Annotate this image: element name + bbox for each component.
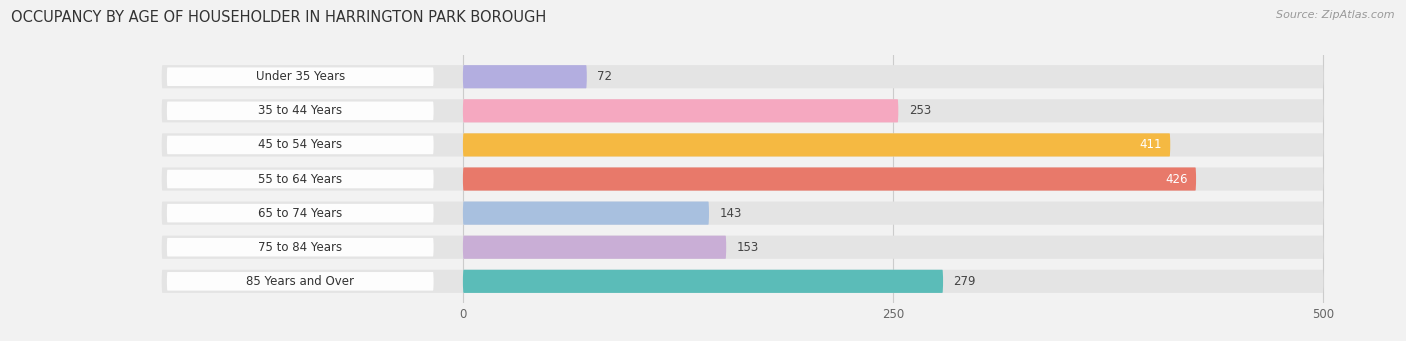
FancyBboxPatch shape — [463, 202, 709, 225]
FancyBboxPatch shape — [463, 167, 1197, 191]
Text: 279: 279 — [953, 275, 976, 288]
Text: 426: 426 — [1166, 173, 1188, 186]
Text: 55 to 64 Years: 55 to 64 Years — [259, 173, 342, 186]
Text: 65 to 74 Years: 65 to 74 Years — [259, 207, 343, 220]
Text: OCCUPANCY BY AGE OF HOUSEHOLDER IN HARRINGTON PARK BOROUGH: OCCUPANCY BY AGE OF HOUSEHOLDER IN HARRI… — [11, 10, 547, 25]
Text: 253: 253 — [908, 104, 931, 117]
FancyBboxPatch shape — [167, 170, 433, 188]
Text: 411: 411 — [1139, 138, 1161, 151]
FancyBboxPatch shape — [463, 236, 727, 259]
FancyBboxPatch shape — [167, 102, 433, 120]
Text: 153: 153 — [737, 241, 759, 254]
FancyBboxPatch shape — [463, 133, 1170, 157]
Text: 75 to 84 Years: 75 to 84 Years — [259, 241, 342, 254]
Text: Source: ZipAtlas.com: Source: ZipAtlas.com — [1277, 10, 1395, 20]
FancyBboxPatch shape — [162, 167, 1323, 191]
Text: 35 to 44 Years: 35 to 44 Years — [259, 104, 342, 117]
Text: 143: 143 — [720, 207, 742, 220]
FancyBboxPatch shape — [167, 238, 433, 256]
FancyBboxPatch shape — [162, 202, 1323, 225]
Text: Under 35 Years: Under 35 Years — [256, 70, 344, 83]
FancyBboxPatch shape — [162, 99, 1323, 122]
FancyBboxPatch shape — [167, 136, 433, 154]
FancyBboxPatch shape — [162, 65, 1323, 88]
FancyBboxPatch shape — [167, 272, 433, 291]
Text: 85 Years and Over: 85 Years and Over — [246, 275, 354, 288]
FancyBboxPatch shape — [162, 236, 1323, 259]
FancyBboxPatch shape — [162, 270, 1323, 293]
Text: 72: 72 — [598, 70, 612, 83]
FancyBboxPatch shape — [463, 99, 898, 122]
FancyBboxPatch shape — [167, 204, 433, 222]
FancyBboxPatch shape — [463, 65, 586, 88]
FancyBboxPatch shape — [162, 133, 1323, 157]
FancyBboxPatch shape — [463, 270, 943, 293]
FancyBboxPatch shape — [167, 68, 433, 86]
Text: 45 to 54 Years: 45 to 54 Years — [259, 138, 342, 151]
